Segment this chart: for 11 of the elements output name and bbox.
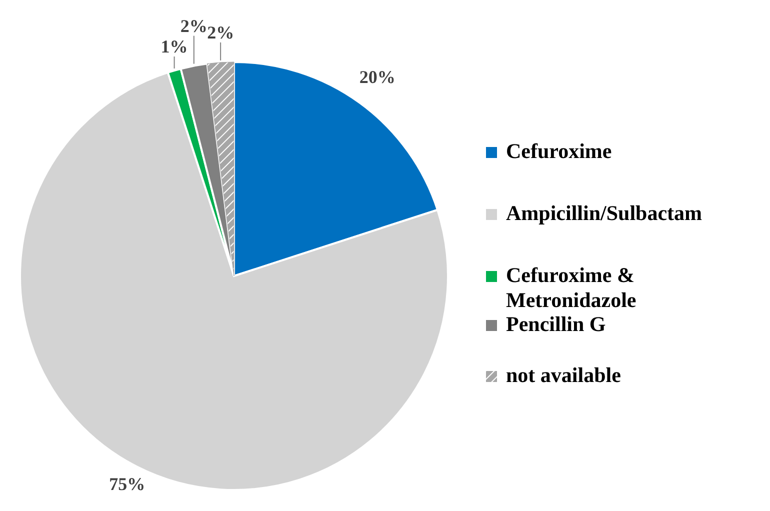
data-label: 20% xyxy=(359,66,396,87)
data-label: 2% xyxy=(207,22,234,42)
data-label: 75% xyxy=(109,474,146,494)
legend-label: Cefuroxime & Metronidazole xyxy=(506,262,636,312)
pie-slice xyxy=(206,62,234,276)
data-label: 2% xyxy=(180,16,208,36)
data-label: 1% xyxy=(160,36,188,56)
legend-label: Ampicillin/Sulbactam xyxy=(506,200,703,225)
legend-label: not available xyxy=(506,362,621,387)
legend-label: Cefuroxime xyxy=(506,138,612,163)
legend-label: Pencillin G xyxy=(506,312,606,336)
